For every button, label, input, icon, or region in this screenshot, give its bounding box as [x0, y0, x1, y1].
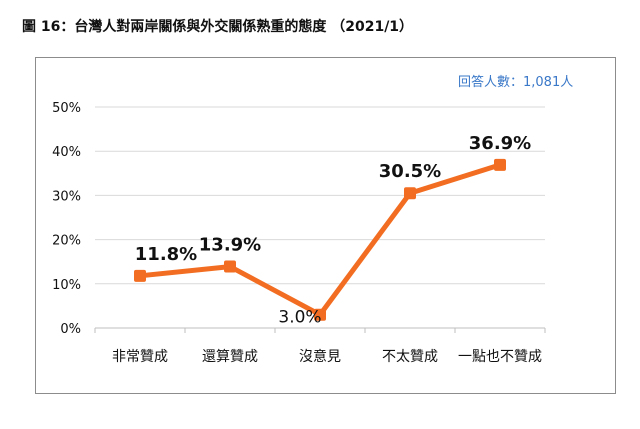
data-label: 3.0%: [278, 308, 321, 328]
gridlines: [95, 106, 545, 285]
y-tick-label: 10%: [52, 278, 81, 293]
series-markers: [134, 158, 506, 321]
y-tick-label: 40%: [52, 145, 81, 160]
data-point-marker: [314, 308, 326, 321]
x-tick-label: 不太贊成: [382, 349, 438, 365]
x-tick-label: 非常贊成: [112, 349, 168, 365]
data-label: 36.9%: [469, 133, 531, 154]
data-point-marker: [404, 187, 416, 200]
y-tick-label: 50%: [52, 101, 81, 116]
data-point-marker: [134, 269, 146, 282]
data-point-marker: [224, 260, 236, 273]
x-tick-label: 還算贊成: [202, 349, 258, 365]
y-tick-label: 20%: [52, 234, 81, 249]
figure-title: 圖 16：台灣人對兩岸關係與外交關係熟重的態度 （2021/1）: [22, 19, 414, 35]
data-label: 30.5%: [379, 161, 441, 182]
respondent-count: 回答人數：1,081人: [458, 75, 574, 90]
x-tick-label: 一點也不贊成: [458, 349, 542, 365]
data-point-marker: [494, 158, 506, 171]
data-labels: 11.8% 13.9% 3.0% 30.5% 36.9%: [135, 133, 531, 328]
y-tick-label: 30%: [52, 189, 81, 204]
y-tick-label: 0%: [60, 322, 81, 337]
x-axis: [94, 327, 546, 333]
data-label: 13.9%: [199, 235, 261, 256]
chart-frame: [35, 57, 616, 394]
data-label: 11.8%: [135, 244, 197, 265]
x-axis-ticks: 非常贊成 還算贊成 沒意見 不太贊成 一點也不贊成: [112, 348, 542, 365]
y-axis-ticks: 0% 10% 20% 30% 40% 50%: [52, 101, 81, 337]
x-tick-label: 沒意見: [299, 348, 341, 365]
